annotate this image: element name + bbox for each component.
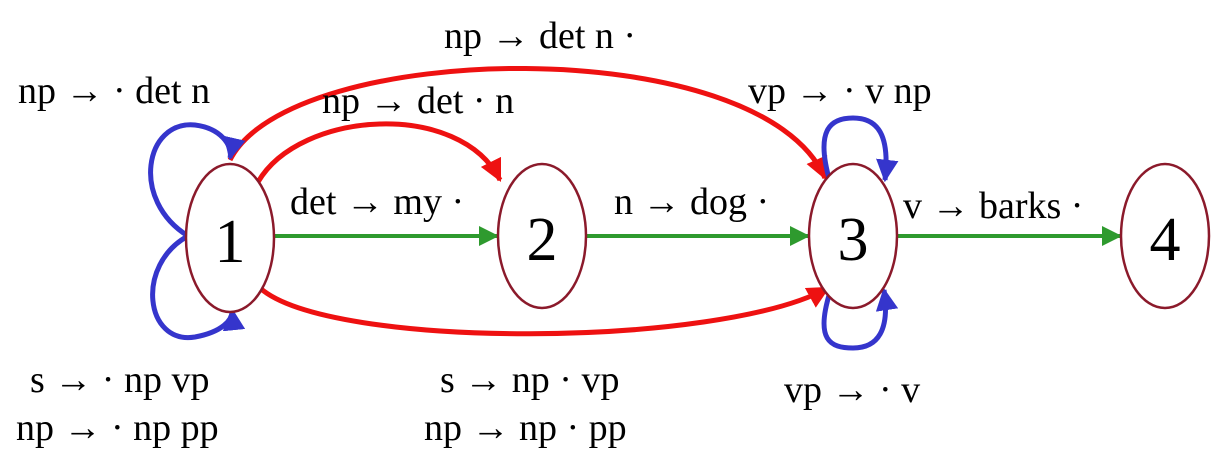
loop-label-node1-top: np → · det n: [18, 70, 210, 112]
node-2-label: 2: [527, 206, 558, 274]
edge-1-2-complete: [255, 121, 503, 184]
loop-node3-bottom: [821, 287, 899, 351]
edge-label-np-np-dot-pp: np → np · pp: [424, 407, 627, 449]
edge-label-np-det-dot-n: np → det · n: [322, 80, 514, 122]
edge-label-s-np-dot-vp: s → np · vp: [440, 359, 619, 401]
loop-node3-top: [821, 115, 899, 183]
edge-label-np-det-n-dot: np → det n ·: [444, 15, 636, 57]
edge-label-v-barks: v → barks ·: [903, 185, 1083, 227]
loop-node1-top: [148, 122, 246, 239]
node-1-label: 1: [215, 208, 246, 276]
node-1: 1: [184, 162, 276, 314]
node-2: 2: [496, 162, 588, 310]
loop-label-node1-bottom-2: np → · np pp: [16, 407, 219, 449]
edge-label-n-dog: n → dog ·: [614, 181, 769, 223]
loop-label-node1-bottom-1: s → · np vp: [30, 359, 209, 401]
node-4: 4: [1119, 162, 1211, 310]
edge-1-3-bottom-complete: [258, 285, 830, 337]
loop-node1-bottom: [150, 233, 246, 340]
node-3-label: 3: [838, 206, 869, 274]
edge-1-3-top-complete: [227, 66, 828, 181]
node-4-label: 4: [1150, 206, 1181, 274]
node-3: 3: [807, 162, 899, 310]
loop-label-node3-bottom: vp → · v: [784, 369, 920, 411]
edge-label-det-my: det → my ·: [290, 181, 464, 223]
loop-label-node3-top: vp → · v np: [748, 70, 932, 112]
